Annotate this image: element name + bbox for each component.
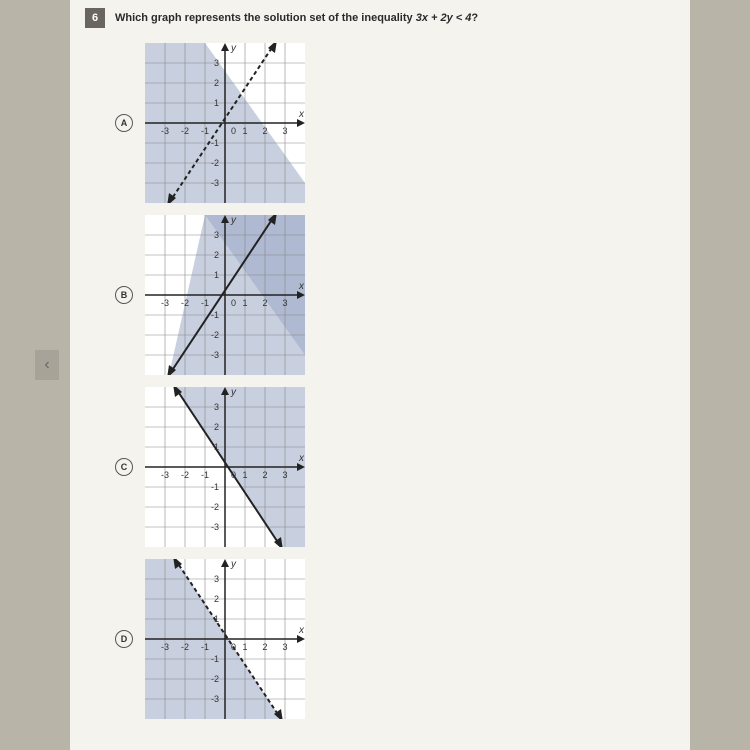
svg-text:-3: -3 <box>211 522 219 532</box>
question-number-badge: 6 <box>85 8 105 28</box>
option-c-label: C <box>115 458 133 476</box>
svg-text:1: 1 <box>214 614 219 624</box>
svg-text:-3: -3 <box>211 694 219 704</box>
svg-text:1: 1 <box>242 642 247 652</box>
question-suffix: ? <box>471 12 478 24</box>
option-d-letter: D <box>121 634 128 644</box>
svg-text:1: 1 <box>242 470 247 480</box>
svg-text:0: 0 <box>231 126 236 136</box>
option-c-row[interactable]: C <box>115 387 675 547</box>
graph-c: -3 -2 -1 0 1 2 3 3 2 1 -1 -2 -3 x y <box>145 387 305 547</box>
svg-text:-1: -1 <box>211 654 219 664</box>
svg-text:2: 2 <box>262 126 267 136</box>
svg-text:-3: -3 <box>211 178 219 188</box>
svg-text:1: 1 <box>214 270 219 280</box>
svg-text:x: x <box>298 625 305 636</box>
question-text: Which graph represents the solution set … <box>115 12 478 24</box>
svg-text:1: 1 <box>242 298 247 308</box>
option-a-row[interactable]: A <box>115 43 675 203</box>
question-number-text: 6 <box>92 12 98 24</box>
svg-text:-3: -3 <box>161 126 169 136</box>
svg-text:3: 3 <box>214 402 219 412</box>
graph-b: -3 -2 -1 0 1 2 3 3 2 1 -1 -2 -3 x y <box>145 215 305 375</box>
svg-text:-1: -1 <box>211 138 219 148</box>
svg-text:y: y <box>230 215 237 226</box>
svg-text:-1: -1 <box>201 298 209 308</box>
svg-text:2: 2 <box>214 78 219 88</box>
svg-text:-2: -2 <box>211 330 219 340</box>
svg-text:2: 2 <box>214 594 219 604</box>
svg-text:x: x <box>298 453 305 464</box>
svg-text:-1: -1 <box>201 470 209 480</box>
svg-text:-1: -1 <box>211 482 219 492</box>
option-b-label: B <box>115 286 133 304</box>
svg-text:2: 2 <box>262 642 267 652</box>
svg-text:y: y <box>230 387 237 398</box>
svg-text:2: 2 <box>214 250 219 260</box>
chevron-left-icon: ‹ <box>44 356 49 374</box>
option-d-row[interactable]: D <box>115 559 675 719</box>
svg-text:-3: -3 <box>161 642 169 652</box>
svg-text:x: x <box>298 281 305 292</box>
svg-text:y: y <box>230 559 237 570</box>
svg-text:-2: -2 <box>211 674 219 684</box>
option-c-letter: C <box>121 462 128 472</box>
question-header: 6 Which graph represents the solution se… <box>85 8 675 28</box>
option-b-letter: B <box>121 290 128 300</box>
question-math: 3x + 2y < 4 <box>416 12 472 24</box>
svg-text:-2: -2 <box>211 502 219 512</box>
svg-text:0: 0 <box>231 470 236 480</box>
option-a-label: A <box>115 114 133 132</box>
svg-text:-1: -1 <box>201 642 209 652</box>
svg-text:3: 3 <box>214 574 219 584</box>
svg-text:0: 0 <box>231 642 236 652</box>
svg-text:x: x <box>298 109 305 120</box>
svg-text:-2: -2 <box>181 126 189 136</box>
option-d-label: D <box>115 630 133 648</box>
svg-text:-1: -1 <box>211 310 219 320</box>
svg-text:0: 0 <box>231 298 236 308</box>
svg-text:3: 3 <box>282 298 287 308</box>
svg-text:-2: -2 <box>181 470 189 480</box>
svg-text:3: 3 <box>282 126 287 136</box>
svg-text:1: 1 <box>214 442 219 452</box>
svg-text:3: 3 <box>214 58 219 68</box>
svg-text:2: 2 <box>262 298 267 308</box>
svg-text:-2: -2 <box>181 642 189 652</box>
svg-text:3: 3 <box>214 230 219 240</box>
svg-text:-2: -2 <box>181 298 189 308</box>
svg-text:3: 3 <box>282 470 287 480</box>
svg-text:-2: -2 <box>211 158 219 168</box>
graph-a: -3 -2 -1 0 1 2 3 3 2 1 -1 -2 -3 x y <box>145 43 305 203</box>
option-b-row[interactable]: B <box>115 215 675 375</box>
svg-text:-3: -3 <box>161 298 169 308</box>
svg-text:y: y <box>230 43 237 54</box>
question-prefix: Which graph represents the solution set … <box>115 12 416 24</box>
question-panel: 6 Which graph represents the solution se… <box>70 0 690 750</box>
svg-text:1: 1 <box>214 98 219 108</box>
graph-d: -3 -2 -1 0 1 2 3 3 2 1 -1 -2 -3 x y <box>145 559 305 719</box>
options-list: A <box>115 43 675 719</box>
svg-text:-1: -1 <box>201 126 209 136</box>
svg-text:1: 1 <box>242 126 247 136</box>
svg-text:-3: -3 <box>211 350 219 360</box>
svg-text:3: 3 <box>282 642 287 652</box>
nav-left-arrow[interactable]: ‹ <box>35 350 59 380</box>
option-a-letter: A <box>121 118 128 128</box>
svg-text:2: 2 <box>214 422 219 432</box>
svg-text:-3: -3 <box>161 470 169 480</box>
svg-text:2: 2 <box>262 470 267 480</box>
